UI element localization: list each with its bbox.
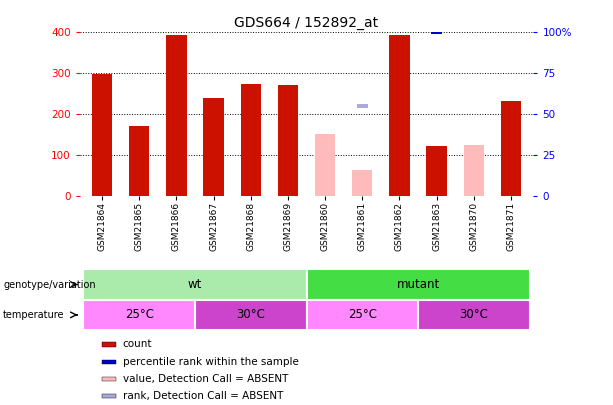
Title: GDS664 / 152892_at: GDS664 / 152892_at (234, 16, 379, 30)
Bar (102, 394, 116, 398)
Bar (83, 269, 306, 300)
Bar (102, 360, 116, 364)
Bar (306, 300, 418, 330)
Bar (166, 35, 186, 196)
Bar (102, 377, 116, 381)
Bar (418, 300, 530, 330)
Bar (83, 300, 195, 330)
Text: 25°C: 25°C (124, 308, 154, 322)
Bar (92, 74, 112, 196)
Text: count: count (123, 339, 152, 350)
Bar (501, 101, 521, 196)
Bar (129, 126, 150, 196)
Text: rank, Detection Call = ABSENT: rank, Detection Call = ABSENT (123, 391, 283, 401)
Bar (389, 35, 409, 196)
Text: percentile rank within the sample: percentile rank within the sample (123, 357, 299, 367)
Text: 30°C: 30°C (459, 308, 489, 322)
Bar (195, 300, 306, 330)
Bar (315, 134, 335, 196)
Bar (134, 19, 145, 23)
Bar (463, 145, 484, 196)
Text: mutant: mutant (397, 278, 440, 291)
Text: genotype/variation: genotype/variation (3, 279, 96, 290)
Text: temperature: temperature (3, 310, 64, 320)
Bar (278, 85, 298, 196)
Bar (427, 146, 447, 196)
Bar (352, 170, 373, 196)
Text: 30°C: 30°C (236, 308, 265, 322)
Bar (357, 104, 368, 108)
Text: 25°C: 25°C (348, 308, 377, 322)
Text: wt: wt (188, 278, 202, 291)
Bar (102, 343, 116, 347)
Text: value, Detection Call = ABSENT: value, Detection Call = ABSENT (123, 374, 288, 384)
Bar (306, 269, 530, 300)
Bar (240, 85, 261, 196)
Bar (204, 98, 224, 196)
Bar (431, 30, 442, 34)
